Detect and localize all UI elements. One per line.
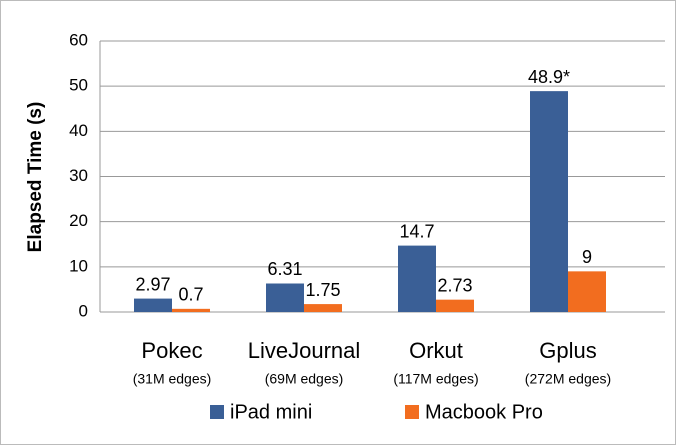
y-tick-label: 60	[69, 30, 88, 49]
y-tick-label: 50	[69, 76, 88, 95]
data-label: 14.7	[399, 221, 434, 241]
bar	[436, 299, 474, 312]
y-tick-label: 30	[69, 166, 88, 185]
data-label: 48.9*	[528, 67, 570, 87]
legend-label: Macbook Pro	[425, 401, 543, 423]
bar	[530, 91, 568, 312]
x-tick-note: (117M edges)	[393, 371, 478, 387]
data-label: 0.7	[178, 285, 203, 305]
x-tick-note: (272M edges)	[525, 371, 611, 387]
bar	[568, 271, 606, 312]
y-tick-label: 0	[79, 301, 88, 320]
y-tick-label: 40	[69, 121, 88, 140]
x-tick-note: (31M edges)	[133, 371, 212, 387]
x-tick-label: LiveJournal	[248, 338, 361, 363]
y-tick-label: 20	[69, 211, 88, 230]
data-label: 1.75	[305, 280, 340, 300]
data-label: 2.73	[437, 275, 472, 295]
legend-swatch	[405, 405, 419, 419]
bar	[398, 245, 436, 312]
legend-label: iPad mini	[230, 401, 312, 423]
bar	[134, 298, 172, 312]
y-tick-label: 10	[69, 256, 88, 275]
data-label: 2.97	[135, 274, 170, 294]
bar	[266, 283, 304, 312]
x-tick-label: Orkut	[409, 338, 463, 363]
x-tick-label: Pokec	[141, 338, 202, 363]
x-tick-note: (69M edges)	[265, 371, 344, 387]
y-axis-label: Elapsed Time (s)	[25, 102, 46, 253]
data-label: 9	[582, 247, 592, 267]
data-label: 6.31	[267, 259, 302, 279]
bar	[172, 308, 210, 312]
legend-swatch	[210, 405, 224, 419]
bar	[304, 304, 342, 312]
x-tick-label: Gplus	[539, 338, 596, 363]
